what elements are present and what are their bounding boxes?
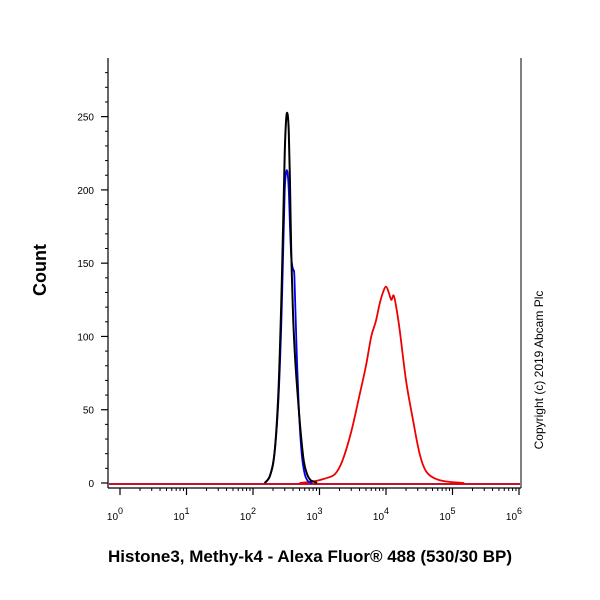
x-tick-base: 10 <box>306 512 318 523</box>
y-tick-label: 100 <box>77 332 94 343</box>
x-tick-exponent: 4 <box>384 506 389 516</box>
x-tick-exponent: 6 <box>517 506 522 516</box>
series-2-line <box>263 169 313 484</box>
x-tick-label: 101 <box>173 506 189 523</box>
x-tick-exponent: 0 <box>118 506 123 516</box>
x-tick-exponent: 1 <box>185 506 190 516</box>
x-tick-label: 100 <box>107 506 123 523</box>
x-tick-exponent: 2 <box>251 506 256 516</box>
y-tick-label: 0 <box>88 479 94 490</box>
series-3-line <box>299 285 465 484</box>
x-tick-base: 10 <box>240 512 252 523</box>
x-tick-base: 10 <box>506 512 518 523</box>
y-axis-ticks: 0 50 100 150 200 250 <box>77 72 108 490</box>
y-axis-title: Count <box>30 244 50 296</box>
x-tick-label: 105 <box>439 506 455 523</box>
x-tick-exponent: 3 <box>318 506 323 516</box>
x-axis-title: Histone3, Methy-k4 - Alexa Fluor® 488 (5… <box>108 547 512 566</box>
x-tick-label: 104 <box>373 506 389 523</box>
axes <box>107 58 522 489</box>
copyright-notice: Copyright (c) 2019 Abcam Plc <box>532 291 546 450</box>
x-tick-label: 102 <box>240 506 256 523</box>
x-tick-base: 10 <box>107 512 119 523</box>
x-tick-base: 10 <box>173 512 185 523</box>
series-1-line <box>263 111 318 484</box>
x-tick-label: 106 <box>506 506 522 523</box>
y-tick-label: 200 <box>77 186 94 197</box>
x-tick-label: 103 <box>306 506 322 523</box>
x-tick-base: 10 <box>373 512 385 523</box>
x-tick-exponent: 5 <box>451 506 456 516</box>
y-tick-label: 250 <box>77 113 94 124</box>
histogram-series <box>109 111 520 485</box>
y-tick-label: 50 <box>83 406 95 417</box>
y-tick-label: 150 <box>77 259 94 270</box>
x-tick-base: 10 <box>439 512 451 523</box>
